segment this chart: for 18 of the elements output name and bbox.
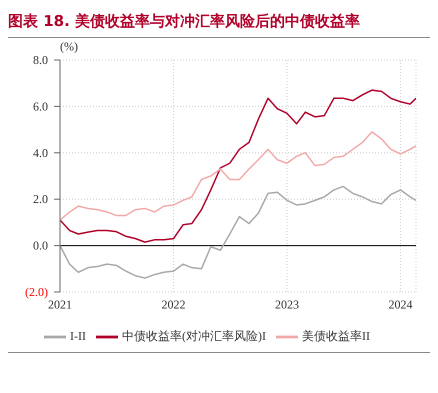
y-tick-label: 2.0 — [33, 192, 48, 206]
x-tick-label: 2023 — [274, 298, 299, 312]
y-tick-label: 8.0 — [33, 53, 48, 67]
y-tick-label: 4.0 — [33, 146, 48, 160]
y-tick-label: (2.0) — [25, 285, 48, 299]
line-series — [60, 186, 416, 279]
legend-label: 美债收益率II — [302, 328, 370, 343]
legend-label: I-II — [70, 328, 86, 343]
x-tick-label: 2021 — [48, 298, 72, 312]
x-tick-label: 2022 — [161, 298, 186, 312]
y-axis-title: (%) — [60, 40, 78, 54]
x-tick-label: 2024 — [388, 298, 412, 312]
chart-title: 图表 18. 美债收益率与对冲汇率风险后的中债收益率 — [8, 8, 430, 38]
legend-label: 中债收益率(对冲汇率风险)I — [122, 328, 266, 343]
y-tick-label: 6.0 — [33, 99, 48, 114]
line-series — [60, 131, 416, 221]
y-tick-label: 0.0 — [33, 238, 48, 253]
line-series — [60, 89, 416, 243]
